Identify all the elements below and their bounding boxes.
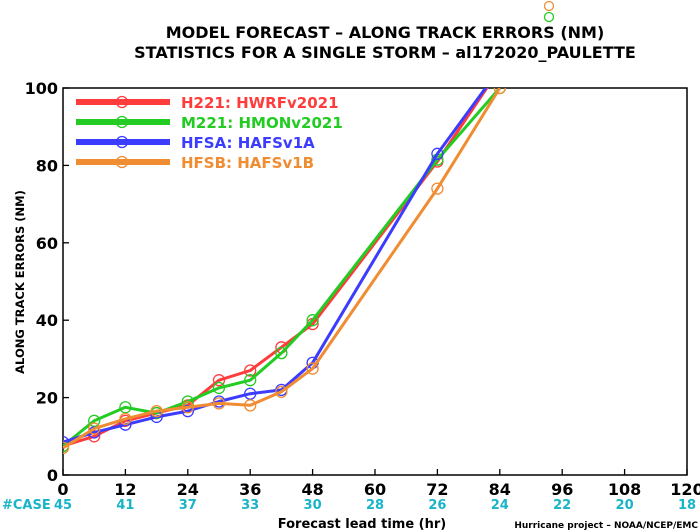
y-axis-label: ALONG TRACK ERRORS (NM) <box>13 190 27 374</box>
case-count: 18 <box>678 498 696 513</box>
data-point <box>306 362 319 375</box>
chart-title: MODEL FORECAST – ALONG TRACK ERRORS (NM) <box>166 23 605 42</box>
x-tick-label: 120 <box>670 480 700 499</box>
data-point <box>212 374 226 387</box>
x-tick-label: 36 <box>239 480 261 499</box>
y-tick-label: 0 <box>47 466 58 485</box>
x-tick-label: 96 <box>551 480 573 499</box>
x-tick-label: 60 <box>364 480 386 499</box>
data-point <box>119 412 132 426</box>
data-point <box>431 182 444 195</box>
legend-marker <box>115 115 129 129</box>
legend-label: M221: HMONv2021 <box>181 114 343 132</box>
data-point <box>88 430 101 443</box>
y-tick-label: 80 <box>36 156 58 175</box>
data-point <box>431 147 444 160</box>
y-axis-ticks: 0 20 40 60 80 100 <box>25 79 69 485</box>
legend-label: HFSB: HAFSv1B <box>181 154 314 172</box>
x-tick-label: 84 <box>489 480 511 499</box>
credit-text: Hurricane project – NOAA/NCEP/EMC <box>514 521 698 531</box>
legend-label: H221: HWRFv2021 <box>181 94 339 112</box>
legend-marker <box>115 155 129 169</box>
orange-marker-icon <box>543 0 555 12</box>
x-tick-label: 0 <box>57 480 68 499</box>
x-tick-label: 72 <box>426 480 448 499</box>
data-point <box>244 399 257 412</box>
case-counts: #CASE 45 41 37 33 30 28 26 24 22 20 18 <box>2 498 696 513</box>
data-point <box>181 404 194 418</box>
legend: H221: HWRFv2021 M221: HMONv2021 HFSA: HAFS… <box>76 94 343 172</box>
data-point <box>306 314 319 327</box>
data-point <box>494 63 505 74</box>
green-marker-icon <box>543 11 555 23</box>
x-tick-label: 108 <box>608 480 641 499</box>
case-count: 26 <box>428 498 446 513</box>
y-tick-label: 40 <box>36 311 58 330</box>
case-count: 30 <box>304 498 322 513</box>
x-axis-label: Forecast lead time (hr) <box>278 517 446 532</box>
data-point <box>275 346 288 360</box>
data-point <box>181 401 194 414</box>
data-point <box>212 381 226 395</box>
case-label: #CASE <box>2 498 51 513</box>
x-axis-ticks: 0 12 24 36 48 60 72 84 96 108 120 <box>57 469 700 499</box>
data-point <box>275 385 288 398</box>
data-point <box>63 435 70 449</box>
legend-marker <box>115 135 129 149</box>
case-count: 41 <box>116 498 134 513</box>
legend-marker <box>115 95 129 109</box>
data-point <box>244 374 257 387</box>
x-tick-label: 48 <box>301 480 323 499</box>
data-point <box>244 364 257 377</box>
legend-label: HFSA: HAFSv1A <box>181 134 315 152</box>
series-line-3 <box>63 88 488 444</box>
series-line-4 <box>63 88 502 450</box>
data-point <box>212 397 226 410</box>
case-count: 24 <box>491 498 509 513</box>
series-line-2 <box>63 88 501 448</box>
data-point <box>493 88 506 95</box>
data-point <box>63 441 70 455</box>
series-layer <box>63 63 506 455</box>
data-point <box>494 63 505 74</box>
data-point <box>150 404 163 418</box>
chart-subtitle: STATISTICS FOR A SINGLE STORM – al172020… <box>134 43 636 62</box>
case-count: 22 <box>553 498 571 513</box>
y-tick-label: 60 <box>36 234 58 253</box>
case-count: 37 <box>179 498 197 513</box>
x-tick-label: 24 <box>177 480 199 499</box>
x-tick-label: 12 <box>114 480 136 499</box>
data-point <box>88 422 101 435</box>
case-count: 28 <box>366 498 384 513</box>
y-tick-label: 20 <box>36 389 58 408</box>
case-count: 20 <box>616 498 634 513</box>
case-count: 33 <box>241 498 259 513</box>
case-count: 45 <box>54 498 72 513</box>
y-tick-label: 100 <box>25 79 58 98</box>
